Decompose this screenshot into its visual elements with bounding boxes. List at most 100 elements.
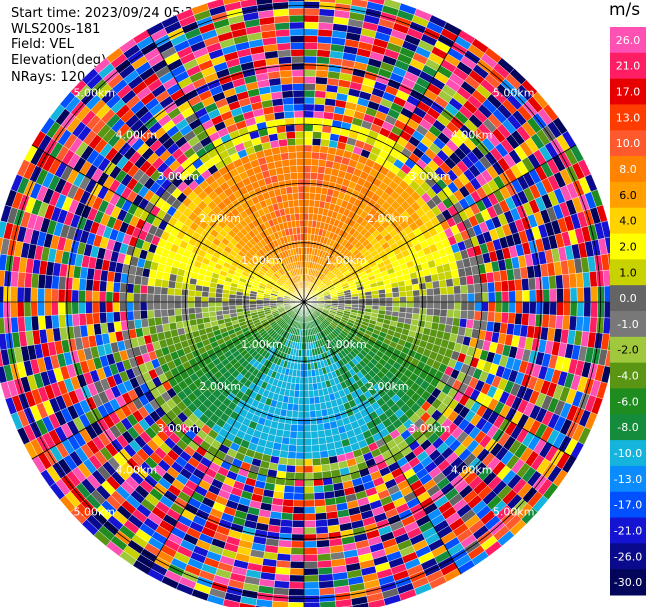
velocity-gate: [583, 286, 592, 303]
velocity-gate: [556, 301, 564, 316]
velocity-gate: [303, 472, 314, 480]
velocity-gate: [317, 35, 333, 44]
velocity-gate: [309, 185, 317, 194]
velocity-gate: [313, 492, 325, 501]
velocity-gate: [126, 301, 134, 312]
velocity-gate: [528, 277, 537, 291]
velocity-gate: [360, 0, 369, 2]
velocity-gate: [317, 430, 326, 439]
velocity-gate: [514, 312, 523, 326]
velocity-gate: [426, 288, 434, 296]
velocity-gate: [85, 278, 94, 292]
velocity-gate: [384, 287, 393, 294]
velocity-gate: [167, 280, 176, 289]
velocity-gate: [30, 273, 40, 289]
start-time: Start time: 2023/09/24 05:35:35: [11, 6, 223, 21]
velocity-gate: [335, 0, 353, 6]
velocity-gate: [358, 298, 366, 303]
velocity-gate: [181, 313, 190, 322]
velocity-gate: [303, 445, 313, 453]
velocity-gate: [289, 561, 305, 569]
velocity-gate: [208, 296, 216, 303]
velocity-gate: [419, 295, 428, 303]
velocity-gate: [432, 280, 441, 289]
velocity-gate: [293, 499, 305, 508]
velocity-gate: [465, 275, 475, 286]
velocity-gate: [308, 396, 315, 405]
velocity-gate: [319, 600, 337, 607]
velocity-gate: [372, 297, 380, 303]
velocity-gate: [501, 291, 510, 303]
velocity-gate: [432, 308, 441, 317]
velocity-gate: [274, 573, 290, 582]
velocity-gate: [105, 311, 114, 323]
velocity-gate: [296, 431, 305, 439]
velocity-gate: [312, 382, 319, 391]
velocity-gate: [98, 291, 107, 303]
velocity-gate: [215, 297, 223, 303]
velocity-gate: [242, 298, 250, 303]
velocity-gate: [71, 301, 79, 315]
velocity-gate: [582, 316, 591, 333]
velocity-gate: [71, 313, 80, 327]
velocity-gate: [303, 465, 314, 473]
velocity-gate: [589, 271, 598, 288]
velocity-gate: [167, 294, 175, 303]
velocity-gate: [399, 296, 407, 303]
velocity-gate: [58, 314, 67, 328]
velocity-gate: [174, 308, 182, 316]
velocity-gate: [228, 297, 236, 303]
velocity-gate: [314, 97, 326, 106]
velocity-gate: [426, 308, 434, 316]
velocity-gate: [297, 417, 305, 426]
velocity-gate: [426, 295, 434, 303]
velocity-gate: [139, 301, 148, 311]
velocity-gate: [446, 286, 455, 295]
velocity-gate: [412, 307, 421, 315]
velocity-gate: [433, 301, 441, 310]
velocity-gate: [303, 486, 315, 494]
velocity-gate: [92, 301, 100, 314]
velocity-gate: [385, 297, 393, 303]
velocity-gate: [563, 287, 571, 303]
velocity-gate: [273, 587, 290, 596]
velocity-gate: [303, 397, 310, 405]
velocity-gate: [201, 311, 210, 319]
velocity-gate: [303, 499, 315, 508]
velocity-ray: [303, 252, 617, 303]
velocity-gate: [303, 172, 311, 180]
velocity-gate: [303, 513, 316, 521]
velocity-gate: [418, 282, 427, 291]
velocity-gate: [307, 363, 312, 371]
velocity-gate: [105, 291, 114, 303]
velocity-gate: [313, 103, 325, 112]
velocity-gate: [282, 498, 294, 507]
velocity-gate: [133, 292, 141, 303]
velocity-gate: [313, 396, 321, 405]
velocity-gate: [298, 397, 305, 405]
velocity-gate: [201, 301, 209, 308]
velocity-gate: [278, 532, 292, 541]
velocity-gate: [309, 417, 318, 425]
velocity-gate: [548, 275, 557, 290]
velocity-gate: [283, 423, 292, 432]
velocity-gate: [312, 138, 322, 146]
velocity-gate: [318, 443, 328, 452]
velocity-gate: [295, 451, 305, 460]
velocity-gate: [30, 301, 39, 317]
velocity-gate: [140, 284, 148, 294]
velocity-gate: [288, 581, 305, 590]
velocity-gate: [494, 281, 503, 293]
velocity-gate: [487, 311, 496, 323]
velocity-gate: [306, 356, 311, 364]
velocity-gate: [438, 316, 447, 325]
velocity-gate: [378, 301, 387, 307]
velocity-gate: [446, 309, 455, 318]
velocity-gate: [303, 554, 318, 562]
velocity-gate: [548, 314, 557, 329]
velocity-gate: [515, 290, 523, 303]
velocity-gate: [568, 273, 578, 289]
velocity-gate: [303, 144, 313, 153]
velocity-gate: [365, 294, 373, 299]
velocity-gate: [310, 430, 319, 439]
